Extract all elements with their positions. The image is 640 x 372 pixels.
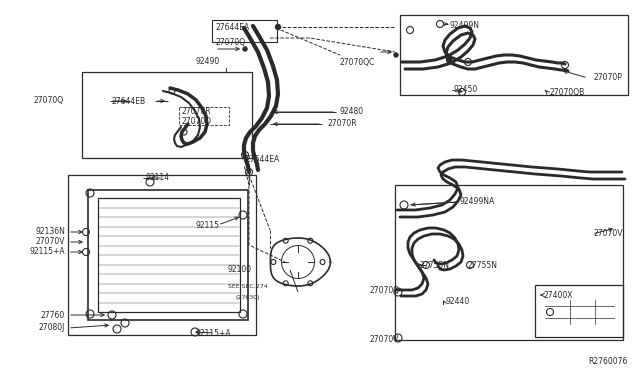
Text: 27070P: 27070P [593,74,622,83]
Bar [68,175,256,335]
Text: 27070Q: 27070Q [34,96,64,106]
Text: 27400X: 27400X [543,291,573,299]
Text: 27070V: 27070V [370,336,399,344]
Text: 92136N: 92136N [35,228,65,237]
Text: 27070Q: 27070Q [370,285,400,295]
Text: 92499NA: 92499NA [460,198,495,206]
Text: 92480: 92480 [340,108,364,116]
Text: 27755N: 27755N [468,260,498,269]
Text: 27755N: 27755N [420,260,450,269]
Circle shape [394,53,398,57]
Text: 92499N: 92499N [450,20,480,29]
Text: 92440: 92440 [446,298,470,307]
Text: 27070V: 27070V [35,237,65,247]
Text: 27644EA: 27644EA [246,155,280,164]
Text: 27070R: 27070R [181,108,211,116]
Bar [535,285,623,337]
Circle shape [275,25,280,29]
Bar [212,20,277,42]
Text: 92490: 92490 [195,58,220,67]
Text: 27070QB: 27070QB [549,87,584,96]
Text: 27070Q: 27070Q [216,38,246,46]
Text: 27760: 27760 [41,311,65,320]
Text: 92115+A: 92115+A [195,328,230,337]
Text: 27070QC: 27070QC [340,58,376,67]
Text: 27644EB: 27644EB [112,96,146,106]
Text: 92114: 92114 [145,173,169,183]
Text: 92450: 92450 [453,86,477,94]
Text: 27070V: 27070V [593,230,623,238]
Bar [82,72,252,158]
Circle shape [447,58,451,62]
Circle shape [243,47,247,51]
Text: 27070R: 27070R [327,119,356,128]
Text: R2760076: R2760076 [589,357,628,366]
Bar [395,185,623,340]
Text: 27080J: 27080J [38,324,65,333]
Bar [179,107,229,125]
Text: 27644EA: 27644EA [215,23,249,32]
Text: 92115+A: 92115+A [29,247,65,257]
Text: SEE SEC.274: SEE SEC.274 [228,285,268,289]
Bar [400,15,628,95]
Text: 27070D: 27070D [181,116,211,125]
Text: (27630): (27630) [236,295,260,299]
Text: 92100: 92100 [228,266,252,275]
Text: 92115: 92115 [196,221,220,230]
